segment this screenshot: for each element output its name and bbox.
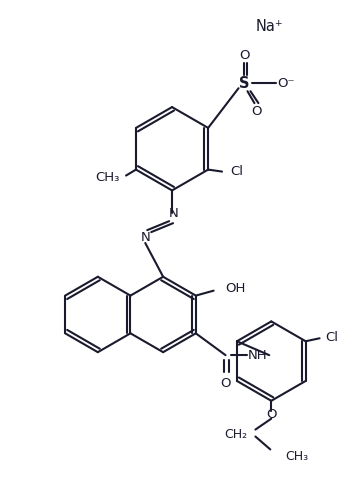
Text: CH₃: CH₃ [285,450,308,463]
Text: N: N [140,231,150,244]
Text: NH: NH [247,349,267,362]
Text: N: N [169,207,179,220]
Text: S: S [239,76,250,91]
Text: Cl: Cl [325,331,338,344]
Text: Na⁺: Na⁺ [256,19,283,34]
Text: CH₃: CH₃ [96,171,120,184]
Text: O⁻: O⁻ [278,77,295,90]
Text: CH₂: CH₂ [224,428,247,441]
Text: O: O [251,104,262,118]
Text: OH: OH [226,282,246,295]
Text: Cl: Cl [230,165,243,178]
Text: O: O [239,49,250,62]
Text: O: O [266,408,276,421]
Text: O: O [220,377,231,391]
